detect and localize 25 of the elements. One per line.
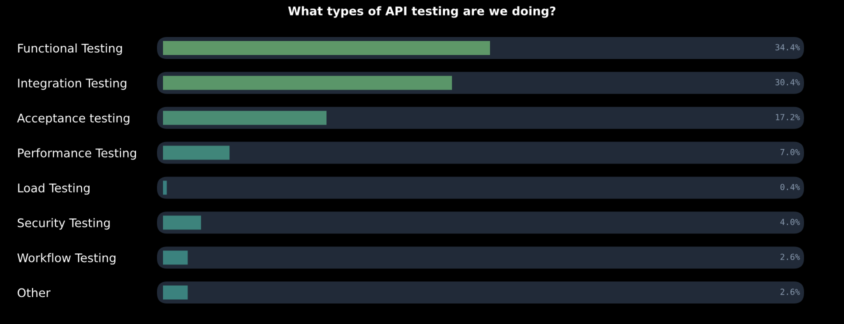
y-tick-label: Acceptance testing: [17, 113, 130, 125]
bar: [163, 180, 167, 195]
y-tick-label: Other: [18, 288, 51, 298]
y-tick-label: Workflow Testing: [17, 253, 116, 265]
data-label: 7.0%: [780, 148, 800, 156]
bar: [163, 146, 230, 160]
bar: [163, 40, 490, 55]
bar: [163, 110, 326, 125]
data-label: 30.4%: [775, 79, 800, 86]
data-label: 2.6%: [780, 254, 800, 260]
data-label: 34.4%: [775, 44, 800, 50]
bar: [163, 250, 188, 265]
data-label: 4.0%: [780, 218, 800, 226]
bar: [163, 216, 202, 230]
y-tick-label: Load Testing: [18, 183, 90, 195]
bar: [163, 76, 452, 90]
y-tick-label: Integration Testing: [18, 78, 126, 90]
data-label: 2.6%: [780, 288, 800, 295]
bar: [163, 286, 188, 300]
chart-title: What types of API testing are we doing?: [288, 6, 556, 18]
data-label: 0.4%: [780, 184, 800, 190]
y-tick-label: Security Testing: [18, 218, 110, 230]
data-label: 17.2%: [776, 114, 800, 120]
y-tick-label: Performance Testing: [18, 148, 136, 160]
y-tick-label: Functional Testing: [18, 43, 122, 55]
